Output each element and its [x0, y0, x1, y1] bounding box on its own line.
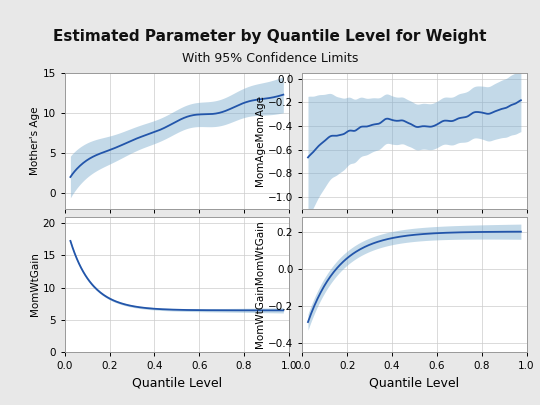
Y-axis label: MomWtGainMomWtGain: MomWtGainMomWtGain	[255, 221, 265, 348]
X-axis label: Quantile Level: Quantile Level	[369, 377, 460, 390]
Text: Estimated Parameter by Quantile Level for Weight: Estimated Parameter by Quantile Level fo…	[53, 29, 487, 44]
X-axis label: Quantile Level: Quantile Level	[132, 377, 222, 390]
Y-axis label: Mother's Age: Mother's Age	[30, 107, 40, 175]
Y-axis label: MomWtGain: MomWtGain	[30, 253, 40, 316]
Y-axis label: MomAgeMomAge: MomAgeMomAge	[255, 95, 265, 186]
Text: With 95% Confidence Limits: With 95% Confidence Limits	[182, 52, 358, 65]
